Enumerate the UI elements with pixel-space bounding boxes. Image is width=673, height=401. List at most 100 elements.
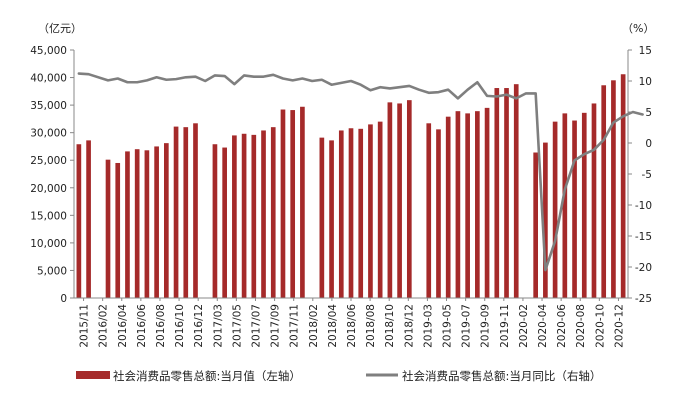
bar [620,74,626,298]
x-tick-label: 2017/07 [250,304,262,348]
bar [290,110,296,298]
bar [154,146,159,298]
left-tick-label: 10,000 [30,238,67,250]
left-tick-label: 30,000 [30,128,67,140]
right-tick-label: 10 [639,76,652,88]
bar [426,123,432,298]
bar [387,102,393,298]
bar [319,137,325,298]
x-tick-label: 2020-06 [556,304,568,348]
bar [173,126,179,298]
left-tick-label: 25,000 [30,155,67,167]
bar [251,134,257,298]
bar [552,121,558,298]
x-tick-label: 2020-12 [613,304,625,348]
bar [445,116,451,299]
bar [300,106,305,298]
bar [397,103,402,299]
x-tick-label: 2017/09 [270,304,282,348]
bar-series [76,74,626,299]
left-axis-ticks: 0 5,000 10,000 15,000 20,000 25,000 30,000 35,0… [30,45,74,305]
legend-bar-label: 社会消费品零售总额:当月值（左轴） [113,369,301,383]
legend: 社会消费品零售总额:当月值（左轴） 社会消费品零售总额:当月同比（右轴） [76,369,601,383]
bar [504,88,509,298]
left-tick-label: 0 [60,293,67,305]
x-tick-label: 2016/10 [174,304,186,348]
left-tick-label: 45,000 [30,45,67,57]
bar [125,151,130,298]
bar [76,144,82,298]
yoy-line [77,72,644,272]
bar [144,150,150,298]
x-tick-label: 2018/10 [384,304,396,348]
x-tick-label: 2018/04 [327,304,339,348]
x-tick-label: 2016/06 [136,304,148,348]
bar [465,113,470,298]
x-tick-label: 2020-10 [594,304,606,348]
x-tick-label: 2018/12 [403,304,415,348]
right-axis-ticks: -25 -20 -15 -10 -5 0 5 10 15 [628,45,652,305]
right-tick-label: 15 [639,45,652,57]
bar [270,127,276,298]
x-tick-label: 2020-02 [518,304,530,348]
left-tick-label: 15,000 [30,210,67,222]
bar [436,129,441,298]
right-tick-label: -5 [642,169,652,181]
right-tick-label: -25 [635,293,652,305]
bar [581,112,587,298]
left-tick-label: 40,000 [30,73,67,85]
x-tick-label: 2016/02 [98,304,110,348]
bar [164,143,169,298]
bar [562,113,568,298]
bar [193,123,198,298]
x-tick-label: 2017/11 [289,304,301,348]
x-tick-label: 2016/04 [117,304,129,348]
bar [455,111,461,298]
bar [232,135,237,298]
legend-line-label: 社会消费品零售总额:当月同比（右轴） [402,369,601,383]
bar [358,128,364,298]
bar [533,152,538,298]
left-axis-unit: （亿元） [38,22,82,35]
bar [212,144,218,298]
x-tick-label: 2019-11 [499,304,511,348]
line-series [77,72,644,272]
x-tick-label: 2019-05 [442,304,454,348]
x-tick-label: 2020-04 [537,304,549,348]
bar [591,103,597,299]
x-tick-label: 2017/03 [212,304,224,348]
bar [280,109,286,299]
x-axis-ticks: 2015/11 2016/02 2016/04 2016/06 2016/08 2016/… [79,298,625,348]
x-tick-label: 2016/08 [155,304,167,348]
bar [611,80,616,298]
right-axis-unit: （%） [622,22,654,35]
x-tick-label: 2019-09 [480,304,492,348]
bar [222,147,227,298]
bar [543,142,548,298]
x-tick-label: 2020-08 [575,304,587,348]
bar [261,130,266,298]
bar [513,84,519,298]
right-tick-label: 0 [645,138,652,150]
left-tick-label: 20,000 [30,183,67,195]
bar [329,140,334,298]
bar [105,159,111,298]
bar [86,140,91,298]
bar [348,128,354,298]
x-tick-label: 2017/05 [231,304,243,348]
x-tick-label: 2018/02 [308,304,320,348]
x-tick-label: 2019-03 [422,304,434,348]
bar [484,107,490,299]
bar [368,124,373,299]
x-tick-label: 2015/11 [79,304,91,348]
bar [338,130,344,298]
bar [494,88,500,298]
right-tick-label: -15 [635,231,652,243]
bar [115,162,121,298]
bar [572,120,577,298]
x-tick-label: 2018/06 [346,304,358,348]
bar [183,127,189,298]
bar [475,111,480,298]
right-tick-label: 5 [645,107,652,119]
